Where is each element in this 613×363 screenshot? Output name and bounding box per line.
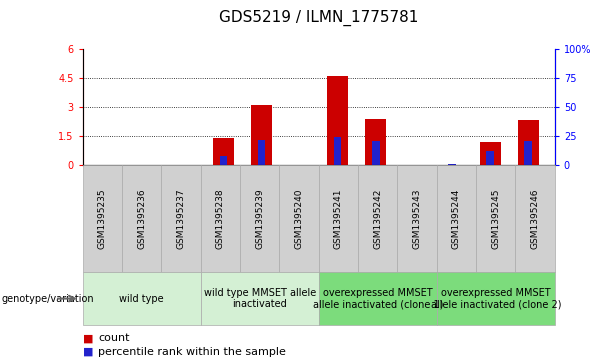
- Bar: [525, 141, 532, 165]
- Text: GDS5219 / ILMN_1775781: GDS5219 / ILMN_1775781: [219, 10, 419, 26]
- Text: GSM1395237: GSM1395237: [177, 188, 186, 249]
- Text: GSM1395241: GSM1395241: [334, 188, 343, 249]
- Text: GSM1395243: GSM1395243: [413, 188, 422, 249]
- Bar: [327, 76, 348, 165]
- Text: count: count: [98, 333, 129, 343]
- Bar: [334, 137, 341, 165]
- Bar: [486, 151, 493, 165]
- Text: ■: ■: [83, 333, 93, 343]
- Text: GSM1395239: GSM1395239: [255, 188, 264, 249]
- Text: wild type MMSET allele
inactivated: wild type MMSET allele inactivated: [204, 288, 316, 309]
- Bar: [479, 142, 501, 165]
- Text: overexpressed MMSET
allele inactivated (clone 1): overexpressed MMSET allele inactivated (…: [313, 288, 443, 309]
- Bar: [517, 120, 539, 165]
- Bar: [213, 138, 234, 165]
- Text: ■: ■: [83, 347, 93, 357]
- Text: overexpressed MMSET
allele inactivated (clone 2): overexpressed MMSET allele inactivated (…: [430, 288, 561, 309]
- Text: GSM1395235: GSM1395235: [98, 188, 107, 249]
- Text: GSM1395236: GSM1395236: [137, 188, 147, 249]
- Bar: [372, 141, 379, 165]
- Text: genotype/variation: genotype/variation: [1, 294, 94, 303]
- Text: GSM1395246: GSM1395246: [531, 188, 539, 249]
- Text: GSM1395242: GSM1395242: [373, 188, 383, 249]
- Text: percentile rank within the sample: percentile rank within the sample: [98, 347, 286, 357]
- Bar: [220, 156, 227, 165]
- Text: GSM1395245: GSM1395245: [491, 188, 500, 249]
- Bar: [365, 119, 386, 165]
- Bar: [251, 105, 272, 165]
- Text: GSM1395238: GSM1395238: [216, 188, 225, 249]
- Bar: [258, 140, 265, 165]
- Text: GSM1395240: GSM1395240: [295, 188, 303, 249]
- Text: wild type: wild type: [120, 294, 164, 303]
- Bar: [448, 164, 455, 165]
- Text: GSM1395244: GSM1395244: [452, 188, 461, 249]
